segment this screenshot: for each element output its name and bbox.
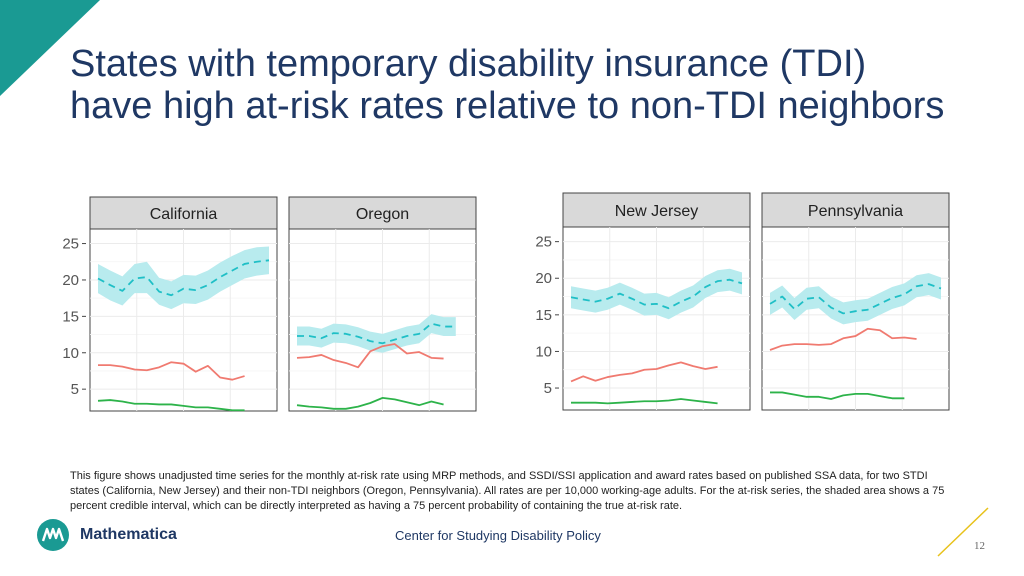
panel-title-oregon: Oregon bbox=[356, 206, 409, 223]
y-tick-label-15-g0: 15 bbox=[62, 308, 79, 325]
title-line-1: States with temporary disability insuran… bbox=[70, 43, 867, 85]
panel-strip-oregon bbox=[288, 196, 477, 230]
series-line-applications-pennsylvania bbox=[769, 327, 917, 351]
panel-title-pennsylvania: Pennsylvania bbox=[808, 203, 903, 220]
y-tick-label-25-g0: 25 bbox=[62, 236, 79, 253]
y-tick-label-25-g1: 25 bbox=[535, 234, 552, 251]
series-line-awards-oregon bbox=[296, 396, 444, 410]
panel-strip-new-jersey bbox=[562, 192, 751, 228]
ci-band-at-risk-rate-oregon bbox=[297, 314, 456, 353]
logo-mark-icon bbox=[37, 519, 69, 551]
y-tick-label-5-g1: 5 bbox=[544, 380, 552, 397]
y-tick-label-5-g0: 5 bbox=[71, 381, 79, 398]
mathematica-logo bbox=[37, 519, 69, 551]
logo-text: Mathematica bbox=[80, 526, 177, 543]
decorative-line bbox=[937, 507, 989, 557]
figure-caption: This figure shows unadjusted time series… bbox=[70, 470, 945, 512]
title-line-2: have high at-risk rates relative to non-… bbox=[70, 85, 945, 127]
y-tick-label-20-g1: 20 bbox=[535, 270, 552, 287]
corner-accent bbox=[0, 0, 100, 96]
panel-title-california: California bbox=[150, 206, 218, 223]
panel-strip-pennsylvania bbox=[761, 192, 950, 228]
series-line-awards-new-jersey bbox=[571, 398, 718, 405]
y-tick-label-15-g1: 15 bbox=[535, 307, 552, 324]
y-tick-label-20-g0: 20 bbox=[62, 272, 79, 289]
panel-strip-california bbox=[89, 196, 278, 230]
series-line-awards-pennsylvania bbox=[770, 391, 905, 400]
footer-center-text: Center for Studying Disability Policy bbox=[395, 528, 601, 543]
series-line-applications-california bbox=[98, 361, 245, 381]
y-tick-label-10-g0: 10 bbox=[62, 345, 79, 362]
ci-band-at-risk-rate-new-jersey bbox=[571, 268, 742, 320]
series-line-at-risk-rate-california bbox=[97, 259, 270, 297]
panel-title-new-jersey: New Jersey bbox=[615, 203, 699, 220]
series-line-at-risk-rate-oregon bbox=[297, 322, 456, 345]
series-line-at-risk-rate-pennsylvania bbox=[769, 283, 942, 315]
logo-m-icon bbox=[41, 527, 65, 542]
series-line-applications-oregon bbox=[296, 343, 444, 369]
ci-band-at-risk-rate-pennsylvania bbox=[770, 273, 941, 325]
series-line-at-risk-rate-new-jersey bbox=[570, 278, 743, 310]
series-line-applications-new-jersey bbox=[570, 361, 718, 383]
page-title: States with temporary disability insuran… bbox=[70, 43, 944, 127]
ci-band-at-risk-rate-california bbox=[98, 246, 269, 310]
y-tick-label-10-g1: 10 bbox=[535, 343, 552, 360]
series-line-awards-california bbox=[97, 399, 245, 412]
page-number: 12 bbox=[974, 540, 985, 552]
